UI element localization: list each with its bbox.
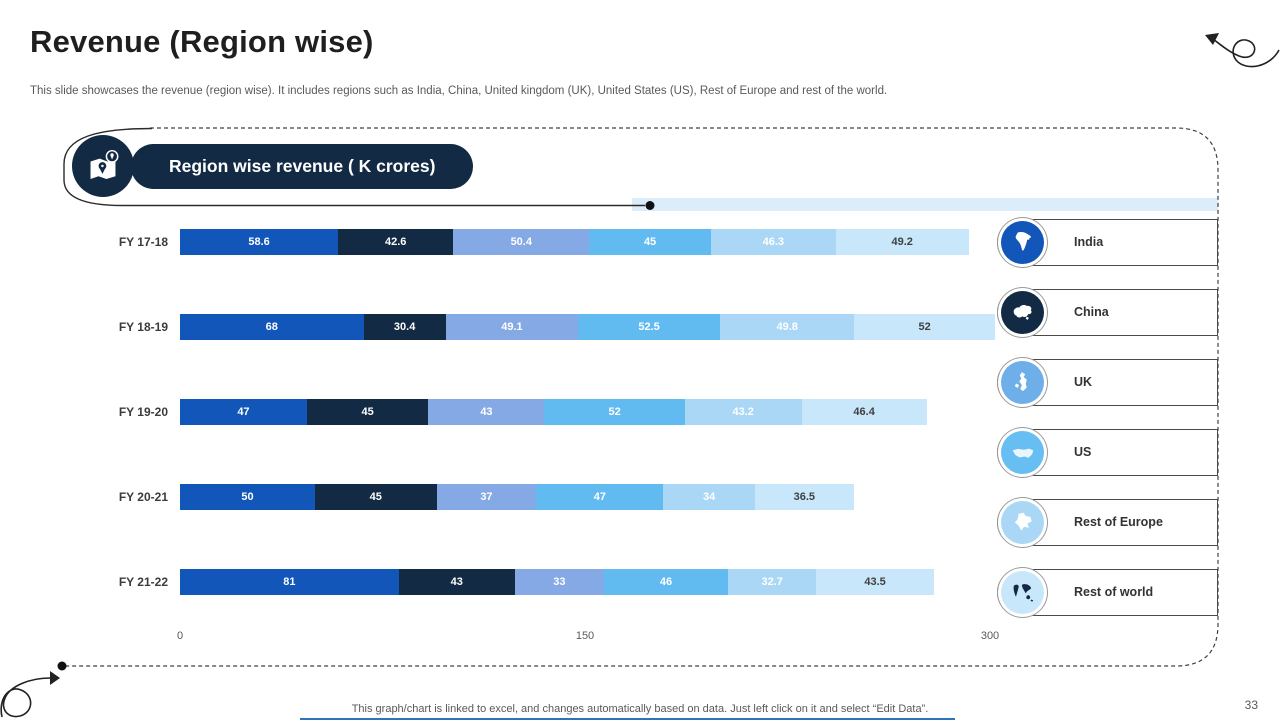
bottom-left-swirl-arrow-icon [0,671,60,718]
bar-segment-china: 45 [315,484,437,510]
category-label: FY 20-21 [118,490,168,504]
bar-segment-rest-of-europe: 32.7 [728,569,817,595]
stacked-bar: 47 45 43 52 43.2 46.4 [180,399,927,425]
bar-segment-india: 81 [180,569,399,595]
x-axis-tick: 150 [575,630,595,642]
bar-segment-rest-of-europe: 43.2 [684,399,802,425]
bar-segment-rest-of-europe: 46.3 [710,229,836,255]
bar-segment-us: 52.5 [578,314,720,340]
chart-row: FY 20-21 50 45 37 47 34 36.5 [0,484,1280,510]
connector-dot-top [645,201,655,210]
stacked-bar: 68 30.4 49.1 52.5 49.8 52 [180,314,995,340]
legend-item-india: India [997,219,1218,266]
bar-segment-india: 58.6 [180,229,339,255]
chart-row: FY 18-19 68 30.4 49.1 52.5 49.8 52 [0,314,1280,340]
legend-label: Rest of Europe [1074,515,1163,529]
bar-segment-india: 47 [180,399,307,425]
bar-segment-uk: 50.4 [453,229,590,255]
page-subtitle: This slide showcases the revenue (region… [30,85,888,97]
stacked-bar: 50 45 37 47 34 36.5 [180,484,854,510]
bar-segment-uk: 49.1 [445,314,579,340]
highlight-strip [632,198,1218,211]
bar-segment-china: 45 [306,399,429,425]
category-label: FY 18-19 [118,320,168,334]
us-map-icon [1001,431,1044,474]
category-label: FY 17-18 [118,235,168,249]
legend-label: China [1074,305,1109,319]
page-number: 33 [1244,698,1258,712]
bar-segment-uk: 43 [428,399,545,425]
bar-segment-rest-of-europe: 34 [663,484,756,510]
chart-row: FY 17-18 58.6 42.6 50.4 45 46.3 49.2 [0,229,1280,255]
dashed-border [66,127,1219,667]
bar-segment-china: 30.4 [363,314,446,340]
bar-segment-rest-of-world: 46.4 [801,399,927,425]
bar-segment-rest-of-world: 36.5 [755,484,854,510]
footer-note: This graph/chart is linked to excel, and… [351,703,929,715]
stacked-bar: 58.6 42.6 50.4 45 46.3 49.2 [180,229,969,255]
bar-segment-rest-of-world: 43.5 [816,569,934,595]
legend-label: US [1074,445,1092,459]
chart-row: FY 21-22 81 43 33 46 32.7 43.5 [0,569,1280,595]
stacked-bar: 81 43 33 46 32.7 43.5 [180,569,934,595]
china-map-icon [1001,291,1044,334]
bar-segment-us: 47 [536,484,664,510]
chart-row: FY 19-20 47 45 43 52 43.2 46.4 [0,399,1280,425]
solid-connector-line [63,127,645,207]
legend-item-us: US [997,429,1218,476]
bar-segment-us: 52 [544,399,685,425]
bar-segment-uk: 37 [436,484,537,510]
chart-title-pill: Region wise revenue ( K crores) [131,144,474,189]
india-map-icon [1001,221,1044,264]
bar-segment-us: 45 [589,229,711,255]
bar-segment-rest-of-world: 49.2 [835,229,969,255]
page-title: Revenue (Region wise) [30,24,374,59]
bar-segment-india: 68 [180,314,364,340]
connector-dot-bottom [57,661,67,671]
bar-segment-china: 43 [398,569,515,595]
bar-segment-india: 50 [180,484,315,510]
legend-label: UK [1074,375,1093,389]
chart-title-label: Region wise revenue ( K crores) [169,156,436,176]
bar-segment-china: 42.6 [338,229,454,255]
legend-item-uk: UK [997,359,1218,406]
legend-item-china: China [997,289,1218,336]
category-label: FY 19-20 [118,405,168,419]
uk-map-icon [1001,361,1044,404]
bottom-accent-line [300,717,955,720]
bar-segment-us: 46 [603,569,729,595]
world-map-icon [1001,571,1044,614]
legend-label: Rest of world [1074,585,1154,599]
category-label: FY 21-22 [118,575,168,589]
legend-item-rest-of-europe: Rest of Europe [997,499,1218,546]
top-right-swirl-arrow-icon [1205,33,1280,68]
bar-segment-uk: 33 [514,569,604,595]
x-axis-tick: 300 [980,630,1000,642]
bar-segment-rest-of-world: 52 [854,314,995,340]
legend-item-rest-of-world: Rest of world [997,569,1218,616]
legend-label: India [1074,235,1104,249]
x-axis-tick: 0 [176,630,184,642]
map-location-icon [72,135,134,197]
bar-segment-rest-of-europe: 49.8 [719,314,855,340]
europe-map-icon [1001,501,1044,544]
